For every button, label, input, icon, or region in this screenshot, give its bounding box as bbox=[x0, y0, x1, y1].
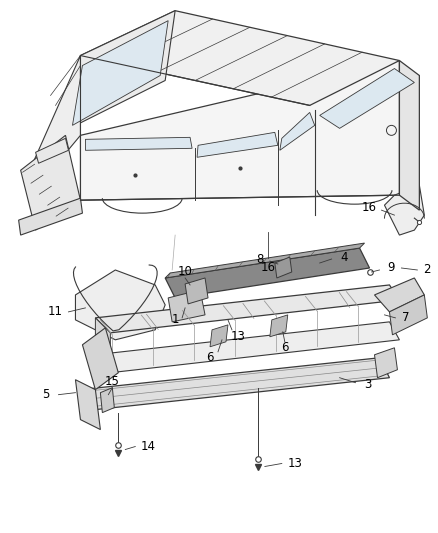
Polygon shape bbox=[165, 243, 364, 278]
Polygon shape bbox=[280, 112, 314, 150]
Polygon shape bbox=[21, 135, 81, 230]
Polygon shape bbox=[81, 358, 389, 410]
Polygon shape bbox=[82, 328, 118, 390]
Polygon shape bbox=[81, 61, 399, 200]
Polygon shape bbox=[185, 278, 208, 304]
Polygon shape bbox=[100, 387, 114, 413]
Text: 1: 1 bbox=[171, 313, 179, 326]
Text: 3: 3 bbox=[364, 378, 371, 391]
Polygon shape bbox=[399, 61, 419, 210]
Polygon shape bbox=[320, 69, 414, 128]
Polygon shape bbox=[85, 138, 192, 150]
Text: 8: 8 bbox=[256, 253, 264, 265]
Text: 13: 13 bbox=[287, 457, 302, 470]
Text: 16: 16 bbox=[260, 262, 276, 274]
Polygon shape bbox=[197, 132, 278, 157]
Text: 16: 16 bbox=[362, 200, 377, 214]
Polygon shape bbox=[385, 185, 424, 235]
Polygon shape bbox=[374, 278, 424, 312]
Polygon shape bbox=[374, 348, 397, 378]
Polygon shape bbox=[95, 285, 399, 333]
Text: 2: 2 bbox=[424, 263, 431, 277]
Polygon shape bbox=[72, 21, 168, 125]
Text: 4: 4 bbox=[341, 251, 348, 263]
Polygon shape bbox=[389, 295, 427, 335]
Polygon shape bbox=[165, 248, 370, 298]
Text: 6: 6 bbox=[206, 351, 214, 364]
Polygon shape bbox=[81, 11, 399, 106]
Polygon shape bbox=[270, 315, 288, 337]
Polygon shape bbox=[95, 318, 110, 368]
Polygon shape bbox=[31, 55, 81, 195]
Text: 9: 9 bbox=[388, 262, 395, 274]
Polygon shape bbox=[66, 11, 175, 131]
Text: 14: 14 bbox=[141, 440, 156, 453]
Polygon shape bbox=[95, 322, 399, 373]
Text: 10: 10 bbox=[178, 265, 193, 278]
Text: 13: 13 bbox=[230, 330, 245, 343]
Text: 11: 11 bbox=[48, 305, 63, 318]
Polygon shape bbox=[75, 379, 100, 430]
Text: 5: 5 bbox=[42, 388, 49, 401]
Text: 15: 15 bbox=[105, 375, 120, 388]
Polygon shape bbox=[275, 257, 292, 278]
Text: 6: 6 bbox=[281, 341, 289, 354]
Text: 7: 7 bbox=[402, 311, 409, 325]
Polygon shape bbox=[75, 270, 165, 340]
Polygon shape bbox=[210, 325, 228, 347]
Polygon shape bbox=[19, 198, 82, 235]
Polygon shape bbox=[35, 139, 68, 163]
Polygon shape bbox=[168, 290, 205, 322]
